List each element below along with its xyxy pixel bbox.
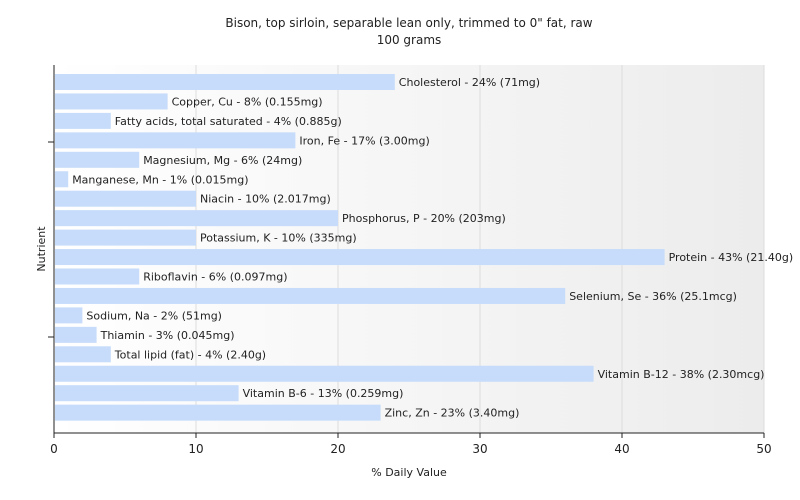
bar-labels: Cholesterol - 24% (71mg) Copper, Cu - 8% … xyxy=(72,76,793,420)
bar xyxy=(55,287,566,304)
bar-value-label: Selenium, Se - 36% (25.1mcg) xyxy=(569,290,737,303)
x-ticks: 0 10 20 30 40 50 xyxy=(50,433,772,456)
bar xyxy=(55,171,69,188)
x-tick-label: 50 xyxy=(756,442,771,456)
x-axis-label: % Daily Value xyxy=(371,466,447,479)
bar-value-label: Cholesterol - 24% (71mg) xyxy=(399,76,540,89)
bar-value-label: Niacin - 10% (2.017mg) xyxy=(200,193,331,206)
bar xyxy=(55,112,111,129)
x-tick-label: 30 xyxy=(472,442,487,456)
bar xyxy=(55,229,196,246)
bar-value-label: Phosphorus, P - 20% (203mg) xyxy=(342,212,506,225)
bar xyxy=(55,132,296,149)
axes xyxy=(48,65,764,434)
bar xyxy=(55,346,111,363)
bar xyxy=(55,365,594,382)
bar-value-label: Copper, Cu - 8% (0.155mg) xyxy=(172,95,323,108)
bar-value-label: Iron, Fe - 17% (3.00mg) xyxy=(299,134,429,147)
bar-value-label: Fatty acids, total saturated - 4% (0.885… xyxy=(115,115,342,128)
bar-value-label: Total lipid (fat) - 4% (2.40g) xyxy=(114,348,266,361)
bar xyxy=(55,307,83,324)
bar-value-label: Magnesium, Mg - 6% (24mg) xyxy=(143,154,302,167)
x-tick-label: 10 xyxy=(188,442,203,456)
bar-value-label: Manganese, Mn - 1% (0.015mg) xyxy=(72,173,248,186)
bars xyxy=(55,74,665,421)
bar-value-label: Thiamin - 3% (0.045mg) xyxy=(100,329,235,342)
y-axis-label: Nutrient xyxy=(35,226,48,272)
bar-value-label: Potassium, K - 10% (335mg) xyxy=(200,232,357,245)
bar xyxy=(55,210,338,227)
x-tick-label: 20 xyxy=(330,442,345,456)
bar xyxy=(55,249,665,266)
bar xyxy=(55,151,140,168)
bar-value-label: Vitamin B-6 - 13% (0.259mg) xyxy=(243,387,404,400)
bar xyxy=(55,268,140,285)
bar xyxy=(55,190,196,207)
bar-value-label: Zinc, Zn - 23% (3.40mg) xyxy=(385,407,520,420)
bar-value-label: Protein - 43% (21.40g) xyxy=(669,251,794,264)
bar-value-label: Sodium, Na - 2% (51mg) xyxy=(86,309,222,322)
bar xyxy=(55,74,395,90)
bar-value-label: Riboflavin - 6% (0.097mg) xyxy=(143,271,287,284)
x-tick-label: 40 xyxy=(614,442,629,456)
bar xyxy=(55,93,168,110)
bar xyxy=(55,385,239,402)
bar xyxy=(55,404,381,421)
bar-value-label: Vitamin B-12 - 38% (2.30mcg) xyxy=(598,368,765,381)
chart-title: Bison, top sirloin, separable lean only,… xyxy=(225,16,592,30)
chart-subtitle: 100 grams xyxy=(377,33,442,47)
bar xyxy=(55,326,97,343)
x-tick-label: 0 xyxy=(50,442,58,456)
